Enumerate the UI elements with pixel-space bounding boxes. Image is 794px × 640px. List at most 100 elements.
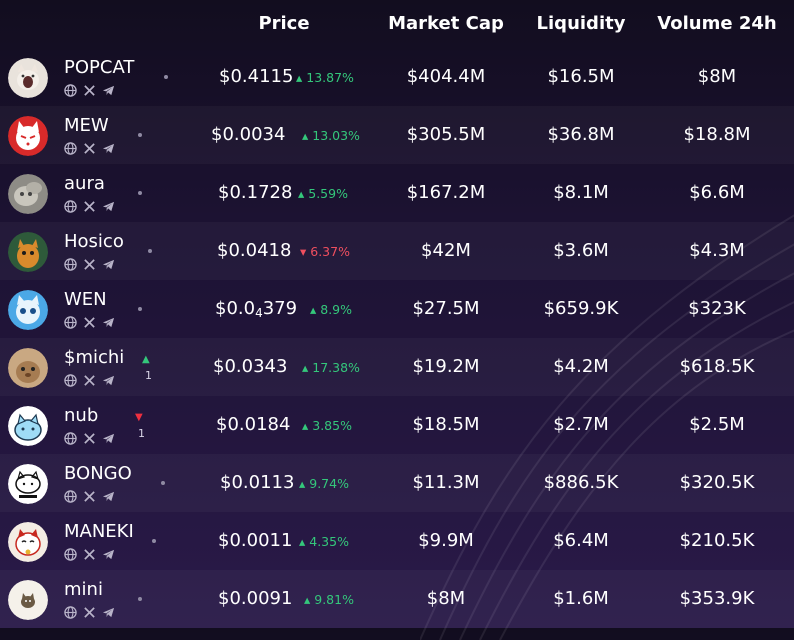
token-price: $0.1728	[218, 182, 293, 203]
price-change: ▴ 9.81%	[304, 592, 354, 607]
price-change: ▴ 8.9%	[310, 302, 353, 317]
volume-value: $2.5M	[689, 414, 745, 435]
globe-icon[interactable]	[64, 489, 77, 503]
x-icon[interactable]	[83, 606, 96, 619]
telegram-icon[interactable]	[102, 374, 115, 387]
liquidity-value: $6.4M	[553, 530, 609, 551]
telegram-icon[interactable]	[102, 84, 115, 97]
liquidity-value: $16.5M	[547, 66, 615, 87]
volume-value: $618.5K	[679, 356, 755, 377]
token-name[interactable]: nub	[64, 405, 99, 426]
volume-value: $353.9K	[679, 588, 755, 609]
liquidity-value: $659.9K	[543, 298, 619, 319]
telegram-icon[interactable]	[102, 258, 115, 271]
bongo-avatar	[8, 464, 48, 504]
token-price: $0.0091	[218, 588, 293, 609]
token-name[interactable]: POPCAT	[64, 57, 135, 78]
token-row-michi[interactable]: $michi ▲ 1 $0.0343 ▴ 17.38% $19.2M $4.2M…	[0, 338, 794, 396]
volume-value: $6.6M	[689, 182, 745, 203]
x-icon[interactable]	[83, 142, 96, 155]
token-price: $0.4115	[219, 66, 294, 87]
token-row-wen[interactable]: WEN $0.04379 ▴ 8.9% $27.5M $659.9K $323K	[0, 280, 794, 338]
mew-avatar	[8, 116, 48, 156]
aura-avatar	[8, 174, 48, 214]
price-change: ▴ 5.59%	[298, 186, 348, 201]
rank-change-count: 1	[138, 427, 145, 440]
token-price: $0.0011	[218, 530, 293, 551]
social-links	[64, 431, 115, 445]
x-icon[interactable]	[83, 432, 96, 445]
social-links	[64, 257, 115, 271]
globe-icon[interactable]	[64, 605, 77, 619]
globe-icon[interactable]	[64, 315, 77, 329]
caret-up-icon: ▴	[302, 360, 313, 375]
telegram-icon[interactable]	[102, 432, 115, 445]
rank-up-icon: ▲	[142, 354, 150, 365]
telegram-icon[interactable]	[102, 548, 115, 561]
token-name[interactable]: BONGO	[64, 463, 132, 484]
market-cap-value: $42M	[421, 240, 471, 261]
mini-avatar	[8, 580, 48, 620]
token-name[interactable]: $michi	[64, 347, 125, 368]
market-cap-column-header[interactable]: Market Cap	[388, 13, 504, 34]
price-change: ▾ 6.37%	[300, 244, 350, 259]
token-row-mini[interactable]: mini $0.0091 ▴ 9.81% $8M $1.6M $353.9K	[0, 570, 794, 628]
telegram-icon[interactable]	[102, 200, 115, 213]
caret-up-icon: ▴	[299, 476, 310, 491]
token-row-maneki[interactable]: MANEKI $0.0011 ▴ 4.35% $9.9M $6.4M $210.…	[0, 512, 794, 570]
token-row-hosico[interactable]: Hosico $0.0418 ▾ 6.37% $42M $3.6M $4.3M	[0, 222, 794, 280]
rank-down-icon: ▼	[135, 412, 143, 423]
token-name[interactable]: MANEKI	[64, 521, 134, 542]
token-row-bongo[interactable]: BONGO $0.0113 ▴ 9.74% $11.3M $886.5K $32…	[0, 454, 794, 512]
liquidity-column-header[interactable]: Liquidity	[536, 13, 626, 34]
x-icon[interactable]	[83, 374, 96, 387]
michi-avatar	[8, 348, 48, 388]
x-icon[interactable]	[83, 200, 96, 213]
market-cap-value: $167.2M	[406, 182, 486, 203]
market-cap-value: $27.5M	[412, 298, 480, 319]
telegram-icon[interactable]	[102, 316, 115, 329]
globe-icon[interactable]	[64, 257, 77, 271]
token-name[interactable]: mini	[64, 579, 103, 600]
nub-avatar	[8, 406, 48, 446]
wen-avatar	[8, 290, 48, 330]
social-links	[64, 489, 115, 503]
token-price: $0.0343	[213, 356, 288, 377]
token-price: $0.04379	[215, 298, 298, 320]
volume-value: $210.5K	[679, 530, 755, 551]
globe-icon[interactable]	[64, 83, 77, 97]
caret-up-icon: ▴	[304, 592, 315, 607]
popcat-avatar	[8, 58, 48, 98]
token-row-aura[interactable]: aura $0.1728 ▴ 5.59% $167.2M $8.1M $6.6M	[0, 164, 794, 222]
caret-up-icon: ▴	[299, 534, 310, 549]
token-name[interactable]: aura	[64, 173, 105, 194]
globe-icon[interactable]	[64, 431, 77, 445]
x-icon[interactable]	[83, 316, 96, 329]
social-links	[64, 141, 115, 155]
telegram-icon[interactable]	[102, 142, 115, 155]
price-column-header[interactable]: Price	[258, 13, 310, 34]
social-links	[64, 199, 115, 213]
volume-24h-column-header[interactable]: Volume 24h	[657, 13, 777, 34]
telegram-icon[interactable]	[102, 490, 115, 503]
x-icon[interactable]	[83, 84, 96, 97]
globe-icon[interactable]	[64, 373, 77, 387]
price-change: ▴ 13.87%	[296, 70, 354, 85]
caret-up-icon: ▴	[302, 418, 313, 433]
globe-icon[interactable]	[64, 547, 77, 561]
globe-icon[interactable]	[64, 141, 77, 155]
token-row-nub[interactable]: nub ▼ 1 $0.0184 ▴ 3.85% $18.5M $2.7M $2.…	[0, 396, 794, 454]
x-icon[interactable]	[83, 490, 96, 503]
token-price: $0.0113	[220, 472, 295, 493]
token-row-mew[interactable]: MEW $0.0034 ▴ 13.03% $305.5M $36.8M $18.…	[0, 106, 794, 164]
social-links	[64, 315, 115, 329]
token-name[interactable]: Hosico	[64, 231, 124, 252]
globe-icon[interactable]	[64, 199, 77, 213]
telegram-icon[interactable]	[102, 606, 115, 619]
token-row-popcat[interactable]: POPCAT $0.4115 ▴ 13.87% $404.4M $16.5M $…	[0, 48, 794, 106]
token-name[interactable]: WEN	[64, 289, 107, 310]
token-price: $0.0418	[217, 240, 292, 261]
token-name[interactable]: MEW	[64, 115, 109, 136]
x-icon[interactable]	[83, 548, 96, 561]
x-icon[interactable]	[83, 258, 96, 271]
